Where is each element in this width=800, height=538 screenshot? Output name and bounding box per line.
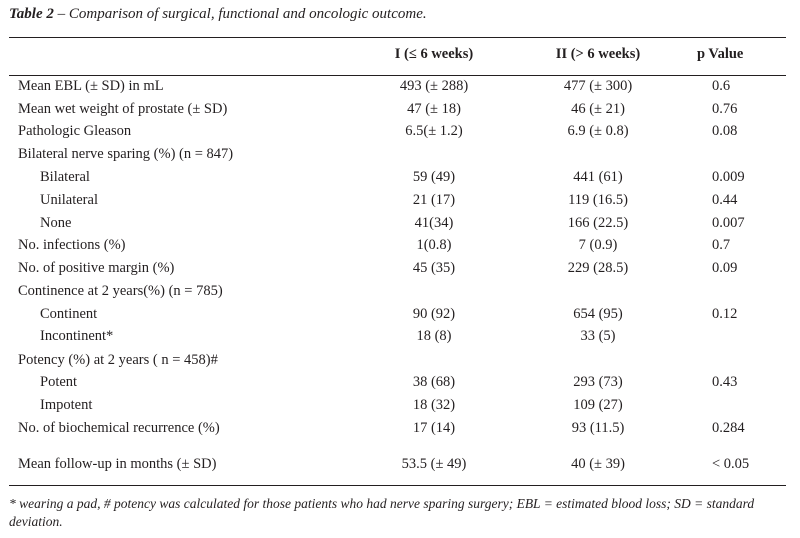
row-label: Continent: [40, 306, 98, 322]
cell-group-2: 33 (5): [580, 328, 616, 344]
cell-p-value: 0.009: [712, 169, 745, 185]
cell-group-2: 93 (11.5): [571, 420, 625, 436]
row-label: Mean wet weight of prostate (± SD): [18, 101, 228, 117]
cell-group-1: 38 (68): [412, 374, 456, 390]
row-label: Continence at 2 years(%) (n = 785): [18, 283, 223, 299]
cell-group-1: 17 (14): [412, 420, 456, 436]
cell-group-2: 46 (± 21): [571, 101, 625, 117]
cell-p-value: 0.43: [712, 374, 738, 390]
cell-group-1: 18 (32): [412, 397, 456, 413]
table-row: Potent 38 (68) 293 (73) 0.43: [0, 374, 800, 396]
row-label: Incontinent*: [40, 328, 114, 344]
table-row: Mean EBL (± SD) in mL 493 (± 288) 477 (± 3…: [0, 78, 800, 100]
cell-p-value: 0.284: [712, 420, 745, 436]
table-row: No. of biochemical recurrence (%) 17 (14)…: [0, 420, 800, 442]
cell-p-value: 0.44: [712, 192, 738, 208]
cell-group-1: 47 (± 18): [407, 101, 461, 117]
header-group-2: II (> 6 weeks): [555, 46, 641, 62]
cell-group-1: 1(0.8): [416, 237, 452, 253]
table-row: Bilateral 59 (49) 441 (61) 0.009: [0, 169, 800, 191]
row-label: Impotent: [40, 397, 93, 413]
table-row: Mean follow-up in months (± SD) 53.5 (± 4…: [0, 456, 800, 478]
row-label: Unilateral: [40, 192, 98, 208]
table-caption-text: – Comparison of surgical, functional and…: [53, 6, 427, 22]
row-label: No. infections (%): [18, 237, 126, 253]
cell-p-value: 0.12: [712, 306, 738, 322]
cell-group-2: 7 (0.9): [578, 237, 618, 253]
table-footnote: * wearing a pad, # potency was calculate…: [9, 496, 755, 529]
row-label: No. of biochemical recurrence (%): [18, 420, 220, 436]
top-rule: [9, 37, 786, 38]
cell-group-1: 45 (35): [412, 260, 456, 276]
cell-group-1: 18 (8): [416, 328, 452, 344]
row-label: No. of positive margin (%): [18, 260, 175, 276]
cell-group-2: 441 (61): [573, 169, 623, 185]
row-label: Bilateral: [40, 169, 90, 185]
row-label: Pathologic Gleason: [18, 123, 132, 139]
row-label: Potency (%) at 2 years ( n = 458)#: [18, 352, 218, 368]
row-label: Mean follow-up in months (± SD): [18, 456, 217, 472]
cell-p-value: 0.08: [712, 123, 738, 139]
cell-group-2: 40 (± 39): [571, 456, 625, 472]
cell-group-2: 166 (22.5): [567, 215, 629, 231]
table-caption: Table 2 – Comparison of surgical, functi…: [9, 6, 427, 23]
table-row: Potency (%) at 2 years ( n = 458)#: [0, 352, 800, 374]
cell-group-2: 293 (73): [573, 374, 623, 390]
table-row: No. of positive margin (%) 45 (35) 229 (28…: [0, 260, 800, 282]
header-p-value: p Value: [697, 46, 744, 62]
row-label: Bilateral nerve sparing (%) (n = 847): [18, 146, 234, 162]
cell-group-2: 6.9 (± 0.8): [567, 123, 629, 139]
table-row: No. infections (%) 1(0.8) 7 (0.9) 0.7: [0, 237, 800, 259]
table-row: Continence at 2 years(%) (n = 785): [0, 283, 800, 305]
cell-group-2: 477 (± 300): [563, 78, 633, 94]
cell-group-2: 119 (16.5): [568, 192, 628, 208]
bottom-rule: [9, 485, 786, 486]
cell-p-value: 0.7: [712, 237, 731, 253]
table-row: Pathologic Gleason 6.5(± 1.2) 6.9 (± 0.8) 0…: [0, 123, 800, 145]
cell-group-1: 21 (17): [412, 192, 456, 208]
cell-group-1: 53.5 (± 49): [401, 456, 467, 472]
table-row: None 41(34) 166 (22.5) 0.007: [0, 215, 800, 237]
row-label: None: [40, 215, 72, 231]
cell-group-1: 90 (92): [412, 306, 456, 322]
table-row: Incontinent* 18 (8) 33 (5): [0, 328, 800, 350]
table-row: Impotent 18 (32) 109 (27): [0, 397, 800, 419]
cell-p-value: 0.76: [712, 101, 738, 117]
cell-group-1: 493 (± 288): [399, 78, 469, 94]
cell-p-value: 0.09: [712, 260, 738, 276]
row-label: Potent: [40, 374, 78, 390]
cell-p-value: 0.007: [712, 215, 745, 231]
cell-group-2: 109 (27): [573, 397, 623, 413]
cell-group-1: 41(34): [414, 215, 454, 231]
cell-group-2: 654 (95): [573, 306, 623, 322]
table-caption-label: Table 2: [9, 6, 54, 22]
cell-p-value: 0.6: [712, 78, 731, 94]
table-row: Bilateral nerve sparing (%) (n = 847): [0, 146, 800, 168]
table-row: Continent 90 (92) 654 (95) 0.12: [0, 306, 800, 328]
row-label: Mean EBL (± SD) in mL: [18, 78, 164, 94]
cell-group-1: 59 (49): [412, 169, 456, 185]
cell-group-2: 229 (28.5): [567, 260, 629, 276]
header-group-1: I (≤ 6 weeks): [394, 46, 474, 62]
cell-group-1: 6.5(± 1.2): [405, 123, 463, 139]
table-row: Unilateral 21 (17) 119 (16.5) 0.44: [0, 192, 800, 214]
header-rule: [9, 75, 786, 76]
table-row: Mean wet weight of prostate (± SD) 47 (± …: [0, 101, 800, 123]
cell-p-value: < 0.05: [712, 456, 750, 472]
